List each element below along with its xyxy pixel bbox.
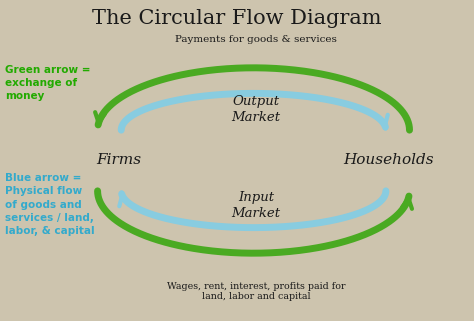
Text: Payments for goods & services: Payments for goods & services (175, 35, 337, 44)
Text: Blue arrow =
Physical flow
of goods and
services / land,
labor, & capital: Blue arrow = Physical flow of goods and … (5, 173, 95, 236)
Text: Green arrow =
exchange of
money: Green arrow = exchange of money (5, 65, 91, 101)
Text: Wages, rent, interest, profits paid for
land, labor and capital: Wages, rent, interest, profits paid for … (167, 282, 345, 301)
Text: Output
Market: Output Market (231, 95, 281, 124)
Text: Firms: Firms (96, 153, 141, 168)
Text: The Circular Flow Diagram: The Circular Flow Diagram (92, 9, 382, 28)
Text: Households: Households (343, 153, 434, 168)
Text: Input
Market: Input Market (231, 191, 281, 220)
